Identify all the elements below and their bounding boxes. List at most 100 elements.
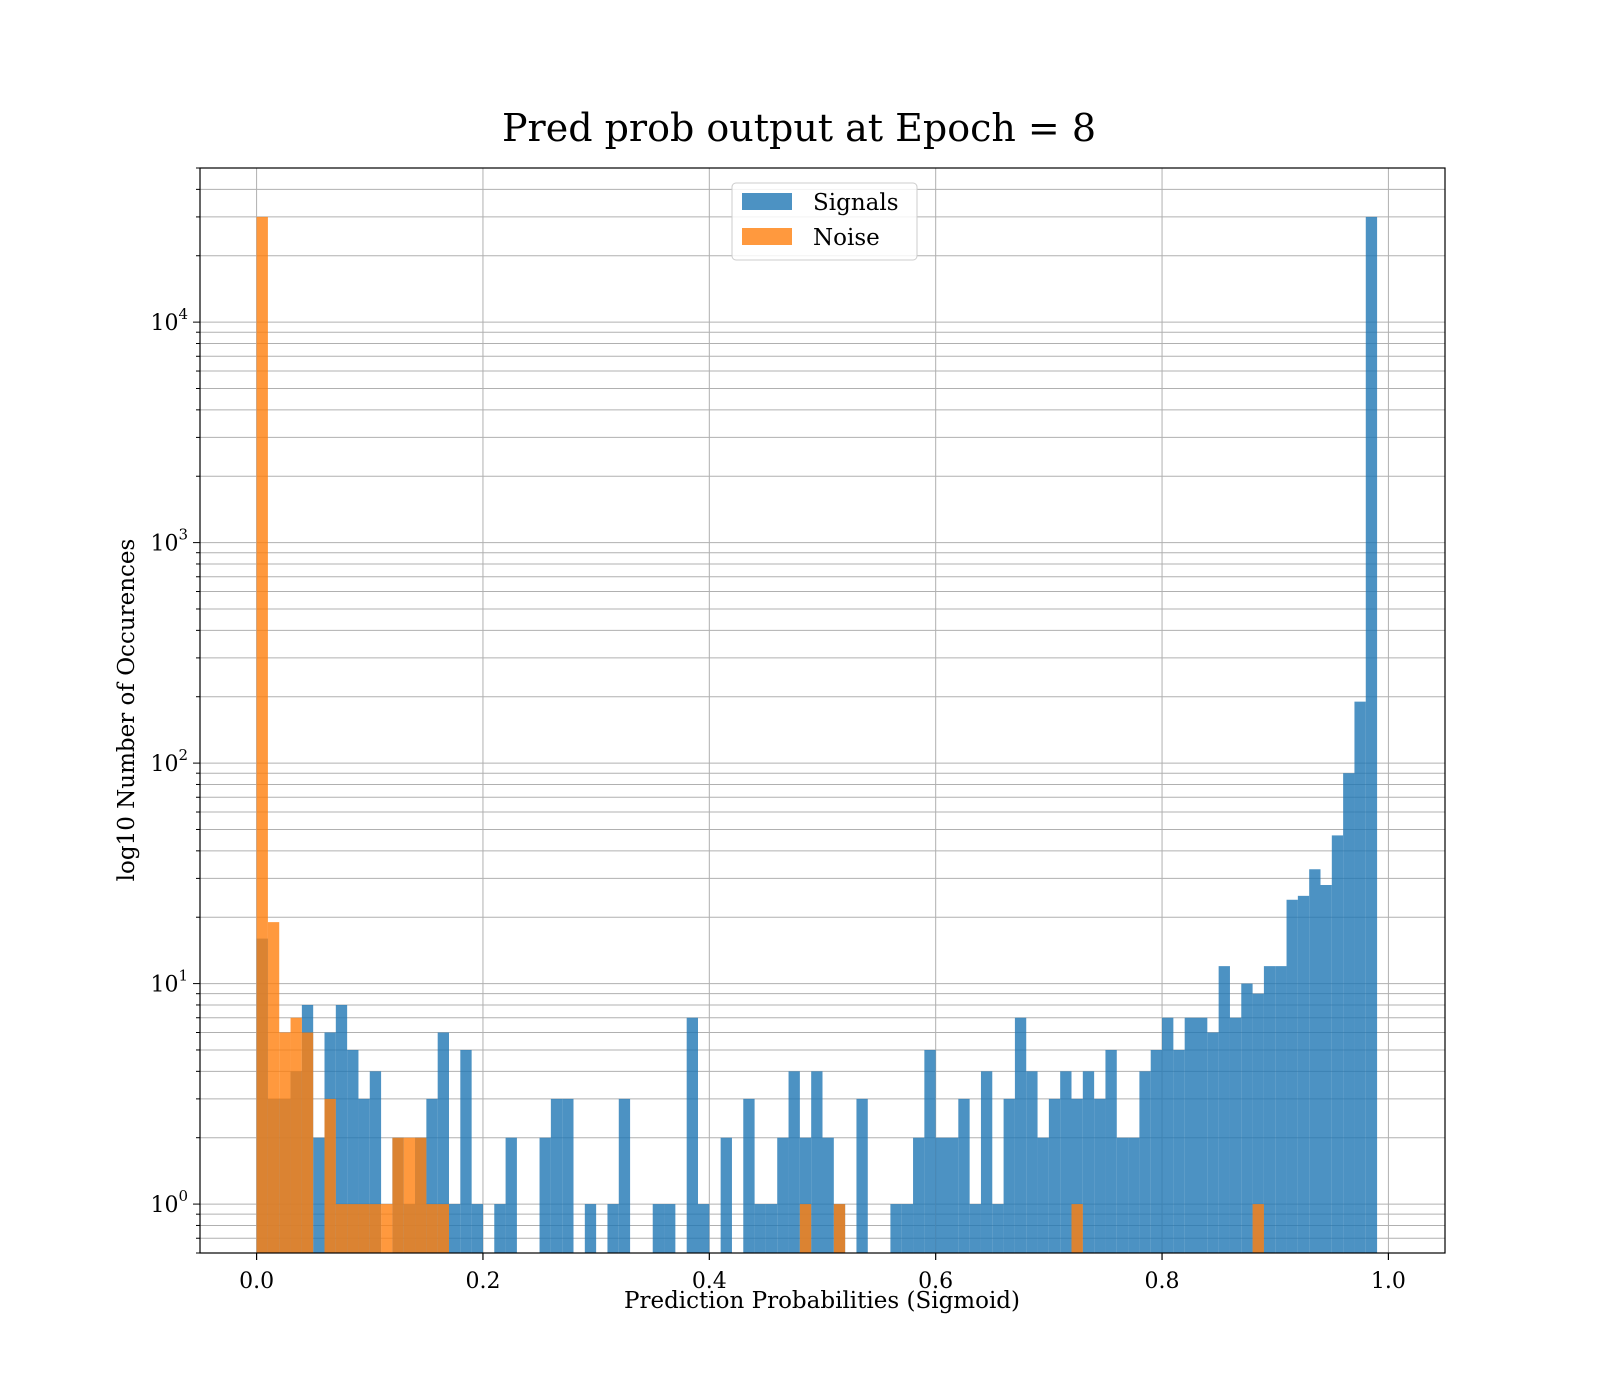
bar-signals — [799, 1137, 812, 1253]
x-tick-label: 1.0 — [1371, 1269, 1406, 1294]
bar-signals — [686, 1017, 698, 1253]
x-tick-label: 0.4 — [692, 1269, 727, 1294]
bar-signals — [426, 1098, 438, 1253]
bar-signals — [1207, 1032, 1219, 1253]
bar-signals — [958, 1098, 970, 1253]
bar-signals — [1037, 1137, 1049, 1253]
bar-signals — [1263, 966, 1276, 1253]
bar-noise — [267, 922, 280, 1253]
bar-signals — [584, 1204, 597, 1253]
bar-signals — [924, 1049, 936, 1253]
bar-signals — [1196, 1017, 1208, 1253]
bar-signals — [1297, 895, 1310, 1253]
y-tick-label: 102 — [150, 746, 188, 777]
chart-title: Pred prob output at Epoch = 8 — [502, 106, 1096, 150]
x-tick-label: 0.2 — [465, 1269, 500, 1294]
bar-signals — [449, 1204, 461, 1253]
bar-signals — [935, 1137, 947, 1253]
bar-noise — [392, 1137, 404, 1253]
bar-signals — [1060, 1071, 1072, 1253]
bar-noise — [358, 1204, 370, 1253]
bar-signals — [1003, 1098, 1015, 1253]
y-axis-label: log10 Number of Occurences — [114, 539, 140, 882]
bar-signals — [720, 1137, 732, 1253]
bar-noise — [403, 1137, 416, 1253]
bar-signals — [618, 1098, 631, 1253]
bar-signals — [347, 1049, 359, 1253]
bar-signals — [1128, 1137, 1140, 1253]
bar-signals — [856, 1098, 868, 1253]
bar-signals — [1252, 993, 1264, 1253]
bar-signals — [743, 1098, 755, 1253]
bar-noise — [426, 1204, 438, 1253]
bar-noise — [381, 1204, 393, 1253]
bar-signals — [369, 1071, 382, 1253]
x-tick-label: 0.8 — [1145, 1269, 1180, 1294]
legend-swatch-signals — [742, 193, 792, 210]
bar-signals — [335, 1004, 348, 1253]
bar-noise — [833, 1204, 846, 1253]
bar-signals — [1241, 983, 1253, 1253]
bar-signals — [562, 1098, 574, 1253]
y-tick-label: 100 — [150, 1187, 188, 1218]
bar-signals — [913, 1137, 925, 1253]
bar-signals — [1094, 1098, 1106, 1253]
bar-signals — [652, 1204, 665, 1253]
axis-ticks: 0.0 0.2 0.4 0.6 0.8 1.0 100 101 102 103 104 — [150, 167, 1406, 1294]
bars — [256, 216, 1378, 1254]
bar-noise — [437, 1204, 449, 1253]
bar-signals — [1309, 869, 1321, 1253]
bar-signals — [980, 1071, 993, 1253]
bar-signals — [1218, 966, 1230, 1253]
bar-signals — [1275, 966, 1287, 1253]
x-tick-label: 0.0 — [239, 1269, 274, 1294]
bar-signals — [505, 1137, 517, 1253]
bar-signals — [471, 1204, 483, 1253]
bar-signals — [1105, 1049, 1117, 1253]
bar-signals — [1116, 1137, 1129, 1253]
bar-signals — [1162, 1017, 1174, 1253]
bar-signals — [437, 1032, 449, 1253]
bar-signals — [890, 1204, 902, 1253]
bar-signals — [1071, 1098, 1083, 1253]
bar-signals — [788, 1071, 800, 1253]
legend-swatch-noise — [742, 228, 792, 245]
legend: Signals Noise — [731, 182, 918, 261]
bar-signals — [811, 1071, 823, 1253]
bar-signals — [1229, 1017, 1242, 1253]
legend-label-signals: Signals — [813, 190, 899, 216]
bar-signals — [1173, 1049, 1185, 1253]
bar-signals — [1286, 899, 1298, 1253]
bar-signals — [539, 1137, 551, 1253]
bar-noise — [290, 1017, 302, 1253]
bar-signals — [313, 1137, 325, 1253]
bar-signals — [460, 1049, 472, 1253]
bar-noise — [369, 1204, 382, 1253]
bar-signals — [698, 1204, 710, 1253]
bar-noise — [1252, 1204, 1264, 1253]
y-tick-label: 104 — [150, 305, 188, 336]
bar-signals — [1048, 1098, 1061, 1253]
bar-signals — [550, 1098, 563, 1253]
bar-signals — [822, 1137, 834, 1253]
bar-noise — [301, 1032, 314, 1253]
bar-signals — [1139, 1071, 1151, 1253]
bar-signals — [1082, 1071, 1095, 1253]
y-tick-label: 103 — [150, 526, 188, 557]
bar-signals — [765, 1204, 778, 1253]
bar-signals — [1026, 1071, 1038, 1253]
x-tick-label: 0.6 — [918, 1269, 953, 1294]
bar-signals — [754, 1204, 766, 1253]
bar-signals — [947, 1137, 959, 1253]
bar-noise — [335, 1204, 348, 1253]
bar-signals — [777, 1137, 789, 1253]
bar-signals — [358, 1098, 370, 1253]
bar-signals — [1320, 884, 1332, 1253]
bar-signals — [1365, 216, 1378, 1254]
bar-noise — [279, 1032, 291, 1253]
bar-signals — [607, 1204, 619, 1253]
bar-signals — [1150, 1049, 1163, 1253]
bar-signals — [1331, 835, 1344, 1253]
bar-signals — [1184, 1017, 1196, 1253]
